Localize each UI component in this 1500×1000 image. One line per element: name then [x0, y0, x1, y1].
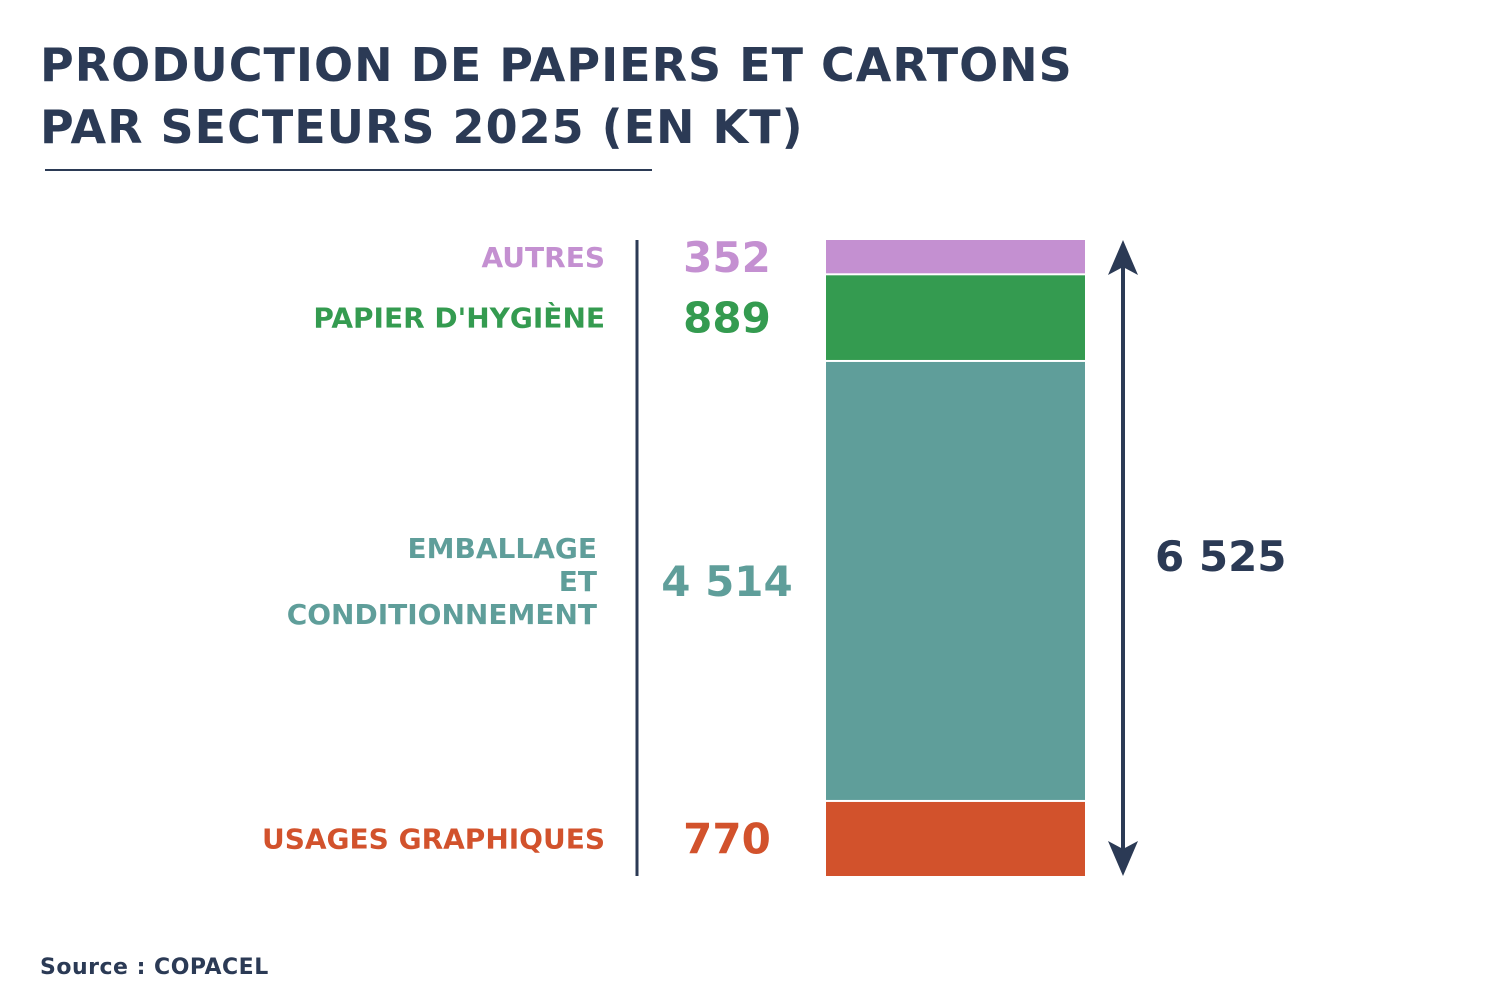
total-arrow: [1108, 240, 1138, 876]
bar-segment-autres: [826, 240, 1085, 274]
total-value-label: 6 525: [1155, 532, 1287, 581]
category-label-usages-graphiques: USAGES GRAPHIQUES: [262, 822, 605, 855]
bar-segment-papier-d-hygiene: [826, 275, 1085, 360]
category-label-papier-d-hygiene: PAPIER D'HYGIÈNE: [313, 301, 605, 335]
source-note: Source : COPACEL: [40, 955, 269, 980]
total-arrow-head-up: [1108, 240, 1138, 275]
chart-title-line-2: PAR SECTEURS 2025 (EN KT): [40, 100, 804, 154]
value-label-emballage-et-conditionnement: 4 514: [661, 557, 793, 606]
category-label-autres: AUTRES: [482, 241, 606, 274]
value-labels: 770 4 514 889 352: [661, 233, 793, 863]
stacked-bar: [826, 240, 1085, 876]
category-labels: USAGES GRAPHIQUES EMBALLAGE ET CONDITIONNEM…: [262, 241, 605, 855]
value-label-papier-d-hygiene: 889: [683, 294, 771, 343]
value-label-autres: 352: [683, 233, 771, 282]
bar-segment-usages-graphiques: [826, 801, 1085, 876]
category-label-emballage-et-conditionnement: EMBALLAGE ET CONDITIONNEMENT: [287, 532, 597, 631]
total-arrow-head-down: [1108, 841, 1138, 876]
chart-title-line-1: PRODUCTION DE PAPIERS ET CARTONS: [40, 38, 1073, 92]
bar-segment-emballage-et-conditionnement: [826, 361, 1085, 800]
chart-title: PRODUCTION DE PAPIERS ET CARTONS PAR SEC…: [40, 34, 1073, 158]
value-label-usages-graphiques: 770: [683, 814, 771, 863]
title-underline: [45, 169, 652, 171]
